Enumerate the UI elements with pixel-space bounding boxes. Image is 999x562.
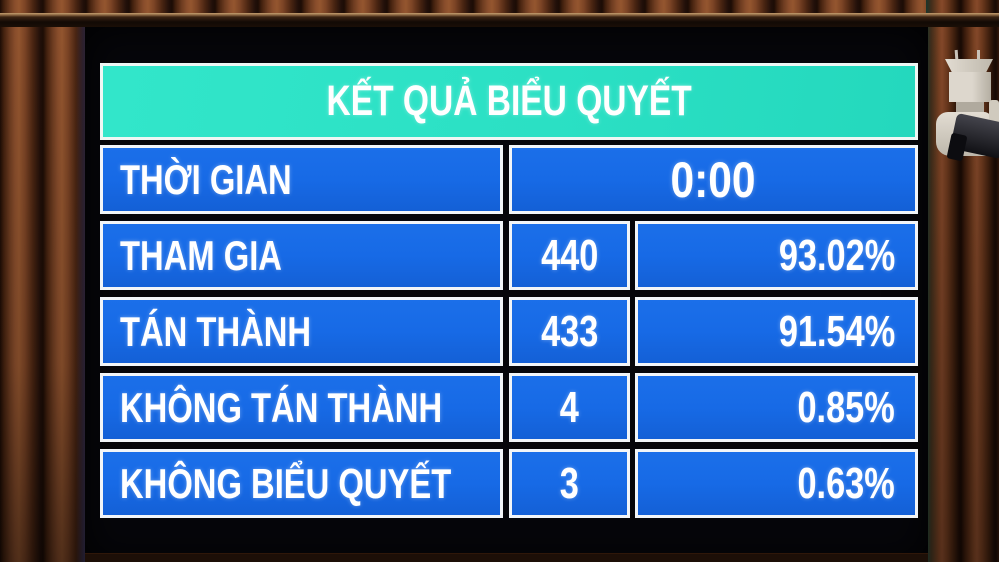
result-row-tham-gia: THAM GIA 440 93.02%	[100, 221, 918, 290]
result-label: KHÔNG TÁN THÀNH	[120, 383, 443, 431]
count-cell: 4	[509, 373, 630, 442]
result-percent: 91.54%	[778, 306, 895, 356]
result-count: 3	[559, 458, 580, 508]
camera-mount-pin	[954, 49, 959, 61]
camera-mount-pin	[977, 50, 980, 60]
result-percent: 0.63%	[797, 458, 895, 508]
result-percent: 0.85%	[797, 382, 895, 432]
result-row-khong-bieu-quyet: KHÔNG BIỂU QUYẾT 3 0.63%	[100, 449, 918, 518]
results-title: KẾT QUẢ BIỂU QUYẾT	[326, 77, 692, 125]
time-value-cell: 0:00	[509, 145, 918, 214]
result-count: 433	[540, 306, 599, 356]
label-cell: TÁN THÀNH	[100, 297, 503, 366]
count-cell: 440	[509, 221, 630, 290]
percent-cell: 0.85%	[635, 373, 918, 442]
count-cell: 433	[509, 297, 630, 366]
wall-rail	[0, 13, 999, 27]
screen-ledge	[85, 553, 928, 562]
camera-neck	[956, 102, 984, 112]
result-count: 440	[540, 230, 599, 280]
result-label: THAM GIA	[120, 231, 282, 279]
label-cell: KHÔNG TÁN THÀNH	[100, 373, 503, 442]
screen-glow-left	[76, 27, 85, 562]
result-label: TÁN THÀNH	[120, 307, 312, 355]
security-camera	[933, 49, 999, 192]
camera-mount-box	[949, 72, 991, 102]
time-label: THỜI GIAN	[120, 155, 292, 203]
percent-cell: 93.02%	[635, 221, 918, 290]
percent-cell: 91.54%	[635, 297, 918, 366]
camera-mount-bracket	[945, 59, 993, 72]
count-cell: 3	[509, 449, 630, 518]
result-row-khong-tan-thanh: KHÔNG TÁN THÀNH 4 0.85%	[100, 373, 918, 442]
results-header: KẾT QUẢ BIỂU QUYẾT	[100, 63, 918, 140]
led-display: KẾT QUẢ BIỂU QUYẾT THỜI GIAN 0:00 THAM G…	[85, 27, 928, 562]
time-label-cell: THỜI GIAN	[100, 145, 503, 214]
label-cell: KHÔNG BIỂU QUYẾT	[100, 449, 503, 518]
result-percent: 93.02%	[778, 230, 895, 280]
result-row-tan-thanh: TÁN THÀNH 433 91.54%	[100, 297, 918, 366]
percent-cell: 0.63%	[635, 449, 918, 518]
result-label: KHÔNG BIỂU QUYẾT	[120, 459, 452, 507]
time-row: THỜI GIAN 0:00	[100, 145, 918, 214]
label-cell: THAM GIA	[100, 221, 503, 290]
result-count: 4	[559, 382, 580, 432]
time-value: 0:00	[670, 151, 757, 208]
